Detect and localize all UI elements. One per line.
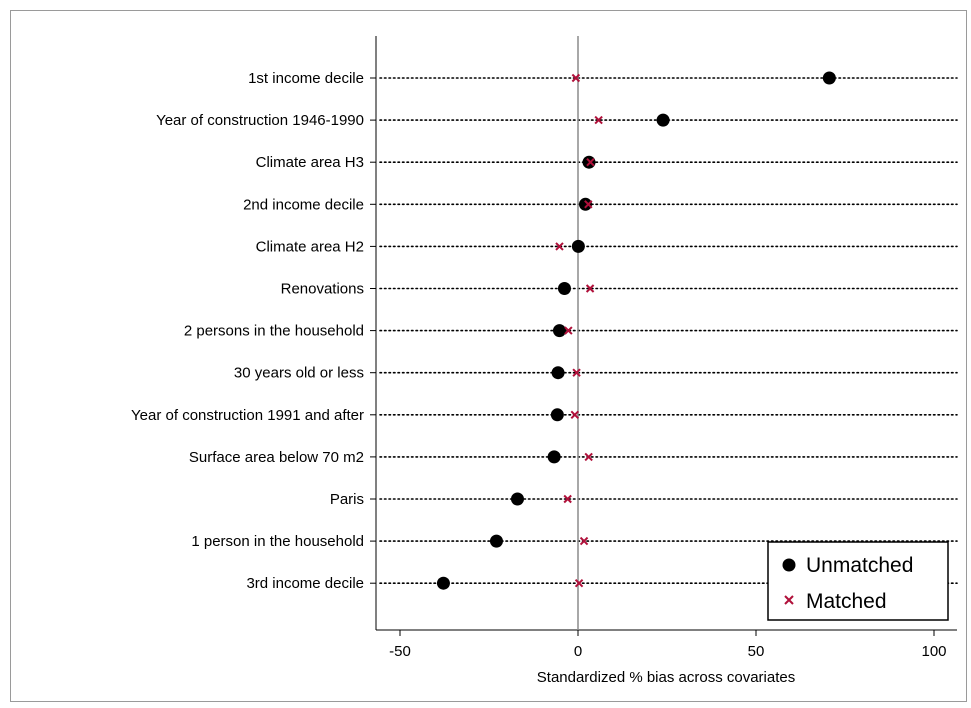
matched-point — [574, 578, 584, 588]
matched-point — [584, 452, 593, 462]
unmatched-point — [551, 366, 565, 380]
covariate-label: Surface area below 70 m2 — [189, 449, 364, 466]
unmatched-point — [547, 450, 561, 464]
matched-point — [564, 326, 573, 335]
unmatched-point — [552, 324, 566, 338]
covariate-label: 30 years old or less — [234, 365, 364, 382]
matched-point — [584, 200, 593, 209]
unmatched-point — [436, 576, 450, 590]
unmatched-point — [822, 71, 836, 85]
unmatched-point — [550, 408, 564, 422]
unmatched-point — [578, 197, 592, 211]
matched-point — [555, 242, 564, 251]
matched-point — [571, 73, 581, 83]
covariate-label: Climate area H2 — [256, 238, 364, 255]
x-axis-title: Standardized % bias across covariates — [537, 669, 795, 686]
covariate-label: Climate area H3 — [256, 154, 364, 171]
data-marks — [436, 71, 836, 590]
matched-point — [586, 157, 595, 167]
covariate-label: Renovations — [281, 281, 364, 298]
matched-point — [563, 494, 572, 504]
covariate-label: Year of construction 1946-1990 — [156, 112, 364, 129]
unmatched-point — [557, 282, 571, 295]
matched-point — [594, 115, 603, 125]
gridlines — [379, 77, 958, 585]
x-tick-label: 50 — [748, 643, 765, 660]
unmatched-point — [582, 155, 596, 169]
matched-point — [570, 410, 580, 420]
x-ticks: -50 0 50 100 — [389, 630, 947, 660]
legend-box — [767, 541, 949, 621]
matched-point — [585, 284, 595, 293]
covariate-labels: 1st income decile Year of construction 19… — [131, 70, 376, 592]
legend-unmatched-marker — [782, 558, 796, 572]
unmatched-point — [489, 534, 503, 548]
covariate-label: 3rd income decile — [246, 575, 364, 592]
covariate-label: 2 persons in the household — [184, 323, 364, 340]
axes — [375, 36, 957, 631]
matched-point — [579, 536, 589, 546]
covariate-label: 2nd income decile — [243, 196, 364, 213]
unmatched-point — [656, 113, 670, 127]
legend-matched-marker — [784, 595, 794, 605]
covariate-label: 1st income decile — [248, 70, 364, 87]
legend-matched-label: Matched — [806, 590, 887, 613]
x-tick-label: 0 — [574, 643, 582, 660]
covariate-label: Paris — [330, 491, 364, 508]
covariate-label: Year of construction 1991 and after — [131, 407, 364, 424]
x-tick-label: -50 — [389, 643, 411, 660]
x-tick-label: 100 — [921, 643, 946, 660]
unmatched-point — [571, 239, 585, 253]
covariate-label: 1 person in the household — [191, 533, 364, 550]
matched-point — [572, 368, 581, 377]
legend-unmatched-label: Unmatched — [806, 554, 913, 577]
legend: Unmatched Matched — [767, 541, 949, 621]
unmatched-point — [510, 492, 524, 506]
